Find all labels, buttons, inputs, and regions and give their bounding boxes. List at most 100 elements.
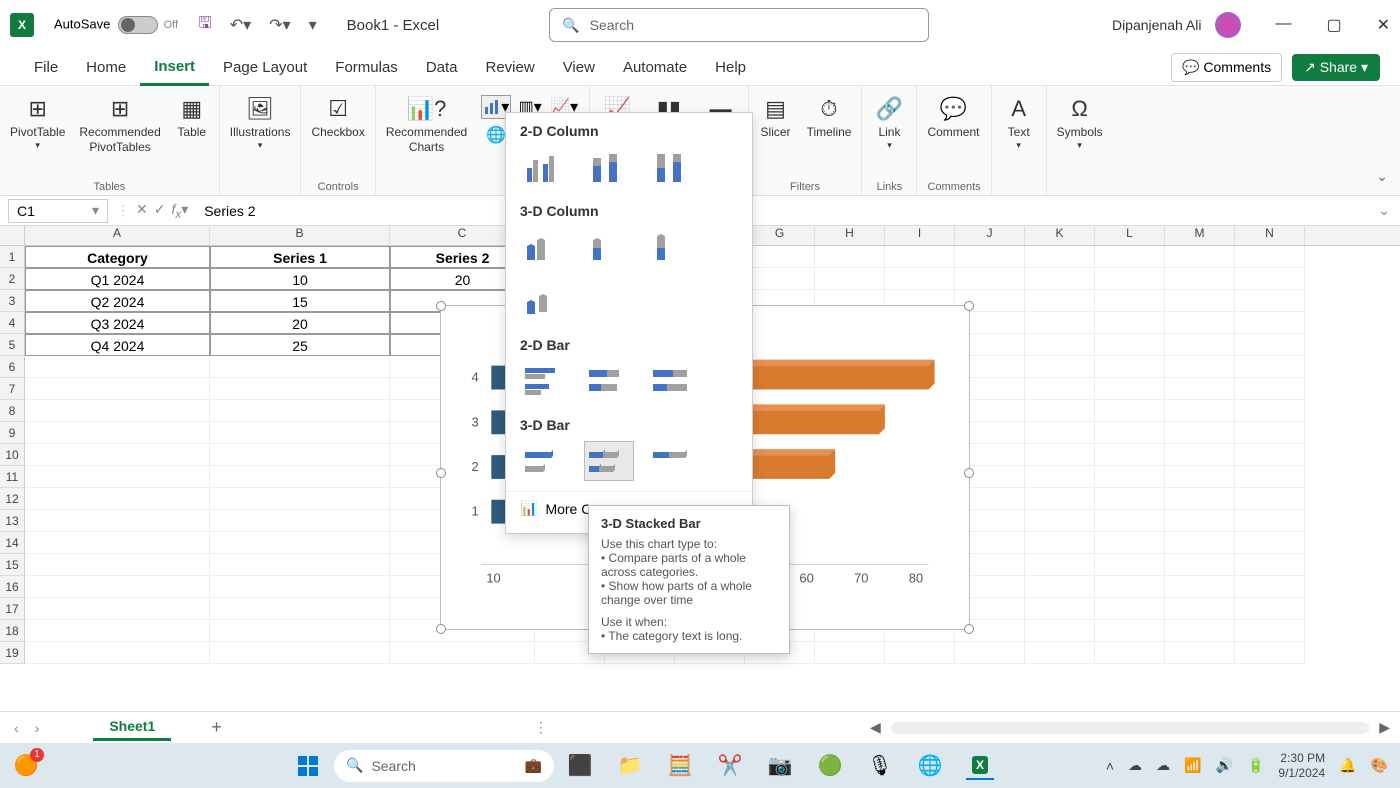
cell[interactable] <box>210 576 390 598</box>
cell[interactable] <box>1025 312 1095 334</box>
minimize-icon[interactable]: — <box>1275 15 1291 35</box>
cell[interactable] <box>390 642 535 664</box>
cell[interactable] <box>1025 334 1095 356</box>
cell[interactable] <box>1235 466 1305 488</box>
cell[interactable] <box>210 620 390 642</box>
tab-data[interactable]: Data <box>412 50 472 86</box>
cell[interactable] <box>1165 598 1235 620</box>
cell[interactable] <box>1165 554 1235 576</box>
tray-notifications-icon[interactable]: 🔔 <box>1339 757 1356 774</box>
cell[interactable]: Q1 2024 <box>25 268 210 290</box>
cell[interactable] <box>25 642 210 664</box>
row-header[interactable]: 2 <box>0 268 25 290</box>
cell[interactable] <box>885 642 955 664</box>
cell[interactable] <box>1025 290 1095 312</box>
cancel-formula-icon[interactable]: ✕ <box>136 201 148 221</box>
column-header[interactable]: K <box>1025 226 1095 245</box>
cell[interactable] <box>1025 532 1095 554</box>
row-header[interactable]: 5 <box>0 334 25 356</box>
column-header[interactable]: L <box>1095 226 1165 245</box>
horizontal-scrollbar[interactable]: ◀ ▶ <box>870 720 1390 736</box>
cell[interactable] <box>1235 598 1305 620</box>
cell[interactable] <box>25 378 210 400</box>
chart-type-clustered-bar[interactable] <box>520 361 570 401</box>
cell[interactable] <box>1025 444 1095 466</box>
cell[interactable]: 25 <box>210 334 390 356</box>
recommended-charts-button[interactable]: 📊?Recommended Charts <box>386 91 467 155</box>
cell[interactable] <box>210 400 390 422</box>
row-header[interactable]: 1 <box>0 246 25 268</box>
cell[interactable] <box>1165 400 1235 422</box>
chart-type-clustered-column[interactable] <box>520 147 570 187</box>
link-button[interactable]: 🔗Link▾ <box>872 91 906 151</box>
cell[interactable] <box>1025 356 1095 378</box>
cell[interactable] <box>885 268 955 290</box>
chart-type-100stacked-column[interactable] <box>648 147 698 187</box>
row-header[interactable]: 10 <box>0 444 25 466</box>
cell[interactable] <box>1025 378 1095 400</box>
chart-type-stacked-bar[interactable] <box>584 361 634 401</box>
cell[interactable] <box>25 400 210 422</box>
formula-expand-icon[interactable]: ⌄ <box>1378 202 1390 219</box>
cell[interactable] <box>1025 422 1095 444</box>
cell[interactable] <box>210 356 390 378</box>
slicer-button[interactable]: ▤Slicer <box>759 91 793 140</box>
cell[interactable] <box>1025 576 1095 598</box>
name-box[interactable]: C1▾ <box>8 199 108 223</box>
tab-view[interactable]: View <box>549 50 609 86</box>
illustrations-button[interactable]: 🖼Illustrations▾ <box>230 91 291 151</box>
row-header[interactable]: 3 <box>0 290 25 312</box>
cell[interactable] <box>1235 312 1305 334</box>
cell[interactable] <box>955 246 1025 268</box>
undo-icon[interactable]: ↶▾ <box>230 15 251 35</box>
column-header[interactable]: M <box>1165 226 1235 245</box>
cell[interactable]: Series 1 <box>210 246 390 268</box>
column-header[interactable]: I <box>885 226 955 245</box>
cell[interactable] <box>1165 466 1235 488</box>
cell[interactable] <box>1165 642 1235 664</box>
cell[interactable] <box>210 532 390 554</box>
cell[interactable] <box>25 466 210 488</box>
cell[interactable] <box>1095 598 1165 620</box>
cell[interactable] <box>1235 378 1305 400</box>
cell[interactable] <box>210 466 390 488</box>
cell[interactable] <box>1025 268 1095 290</box>
tab-formulas[interactable]: Formulas <box>321 50 412 86</box>
cell[interactable]: 20 <box>210 312 390 334</box>
sheet-prev-icon[interactable]: ‹ <box>14 720 19 736</box>
cell[interactable] <box>955 268 1025 290</box>
tray-volume-icon[interactable]: 🔊 <box>1216 757 1233 774</box>
cell[interactable] <box>955 642 1025 664</box>
cell[interactable] <box>1095 422 1165 444</box>
row-header[interactable]: 14 <box>0 532 25 554</box>
cell[interactable]: Category <box>25 246 210 268</box>
cell[interactable] <box>1165 532 1235 554</box>
cell[interactable] <box>1095 532 1165 554</box>
recommended-pivottables-button[interactable]: ⊞Recommended PivotTables <box>79 91 160 155</box>
row-header[interactable]: 7 <box>0 378 25 400</box>
taskbar-spotify-icon[interactable]: 🟢 <box>816 752 844 780</box>
cell[interactable] <box>1235 400 1305 422</box>
cell[interactable] <box>210 444 390 466</box>
row-header[interactable]: 8 <box>0 400 25 422</box>
cell[interactable] <box>1095 290 1165 312</box>
cell[interactable] <box>1095 246 1165 268</box>
tab-file[interactable]: File <box>20 50 72 86</box>
sheet-next-icon[interactable]: › <box>35 720 40 736</box>
timeline-button[interactable]: ⏱Timeline <box>807 91 852 140</box>
tab-insert[interactable]: Insert <box>140 50 209 86</box>
cell[interactable] <box>1235 620 1305 642</box>
taskbar-chrome-icon[interactable]: 🌐 <box>916 752 944 780</box>
pivottable-button[interactable]: ⊞PivotTable▾ <box>10 91 65 151</box>
row-header[interactable]: 15 <box>0 554 25 576</box>
column-header[interactable]: J <box>955 226 1025 245</box>
cell[interactable] <box>1165 576 1235 598</box>
taskbar-mic-icon[interactable]: 🎙 <box>866 752 894 780</box>
cell[interactable] <box>1165 488 1235 510</box>
tray-wifi-icon[interactable]: 📶 <box>1184 757 1201 774</box>
cell[interactable] <box>1095 488 1165 510</box>
chart-type-100stacked-bar[interactable] <box>648 361 698 401</box>
checkbox-button[interactable]: ☑Checkbox <box>311 91 364 140</box>
chart-type-3d-stacked-bar[interactable] <box>584 441 634 481</box>
cell[interactable] <box>1235 422 1305 444</box>
